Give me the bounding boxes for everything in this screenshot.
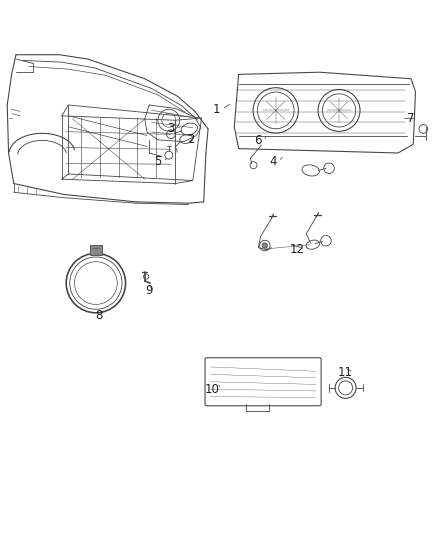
Text: 12: 12: [290, 243, 305, 255]
Text: 2: 2: [187, 133, 194, 147]
Text: 11: 11: [338, 366, 353, 378]
Text: 5: 5: [154, 155, 162, 168]
Text: 3: 3: [167, 123, 175, 135]
Text: 1: 1: [213, 103, 221, 116]
Text: 9: 9: [145, 284, 153, 297]
Bar: [90, 245, 102, 255]
Text: 6: 6: [254, 134, 262, 147]
Text: 7: 7: [407, 112, 415, 125]
Text: 4: 4: [270, 155, 277, 168]
Text: 8: 8: [95, 309, 102, 322]
Circle shape: [262, 243, 268, 248]
Text: 10: 10: [205, 383, 220, 396]
